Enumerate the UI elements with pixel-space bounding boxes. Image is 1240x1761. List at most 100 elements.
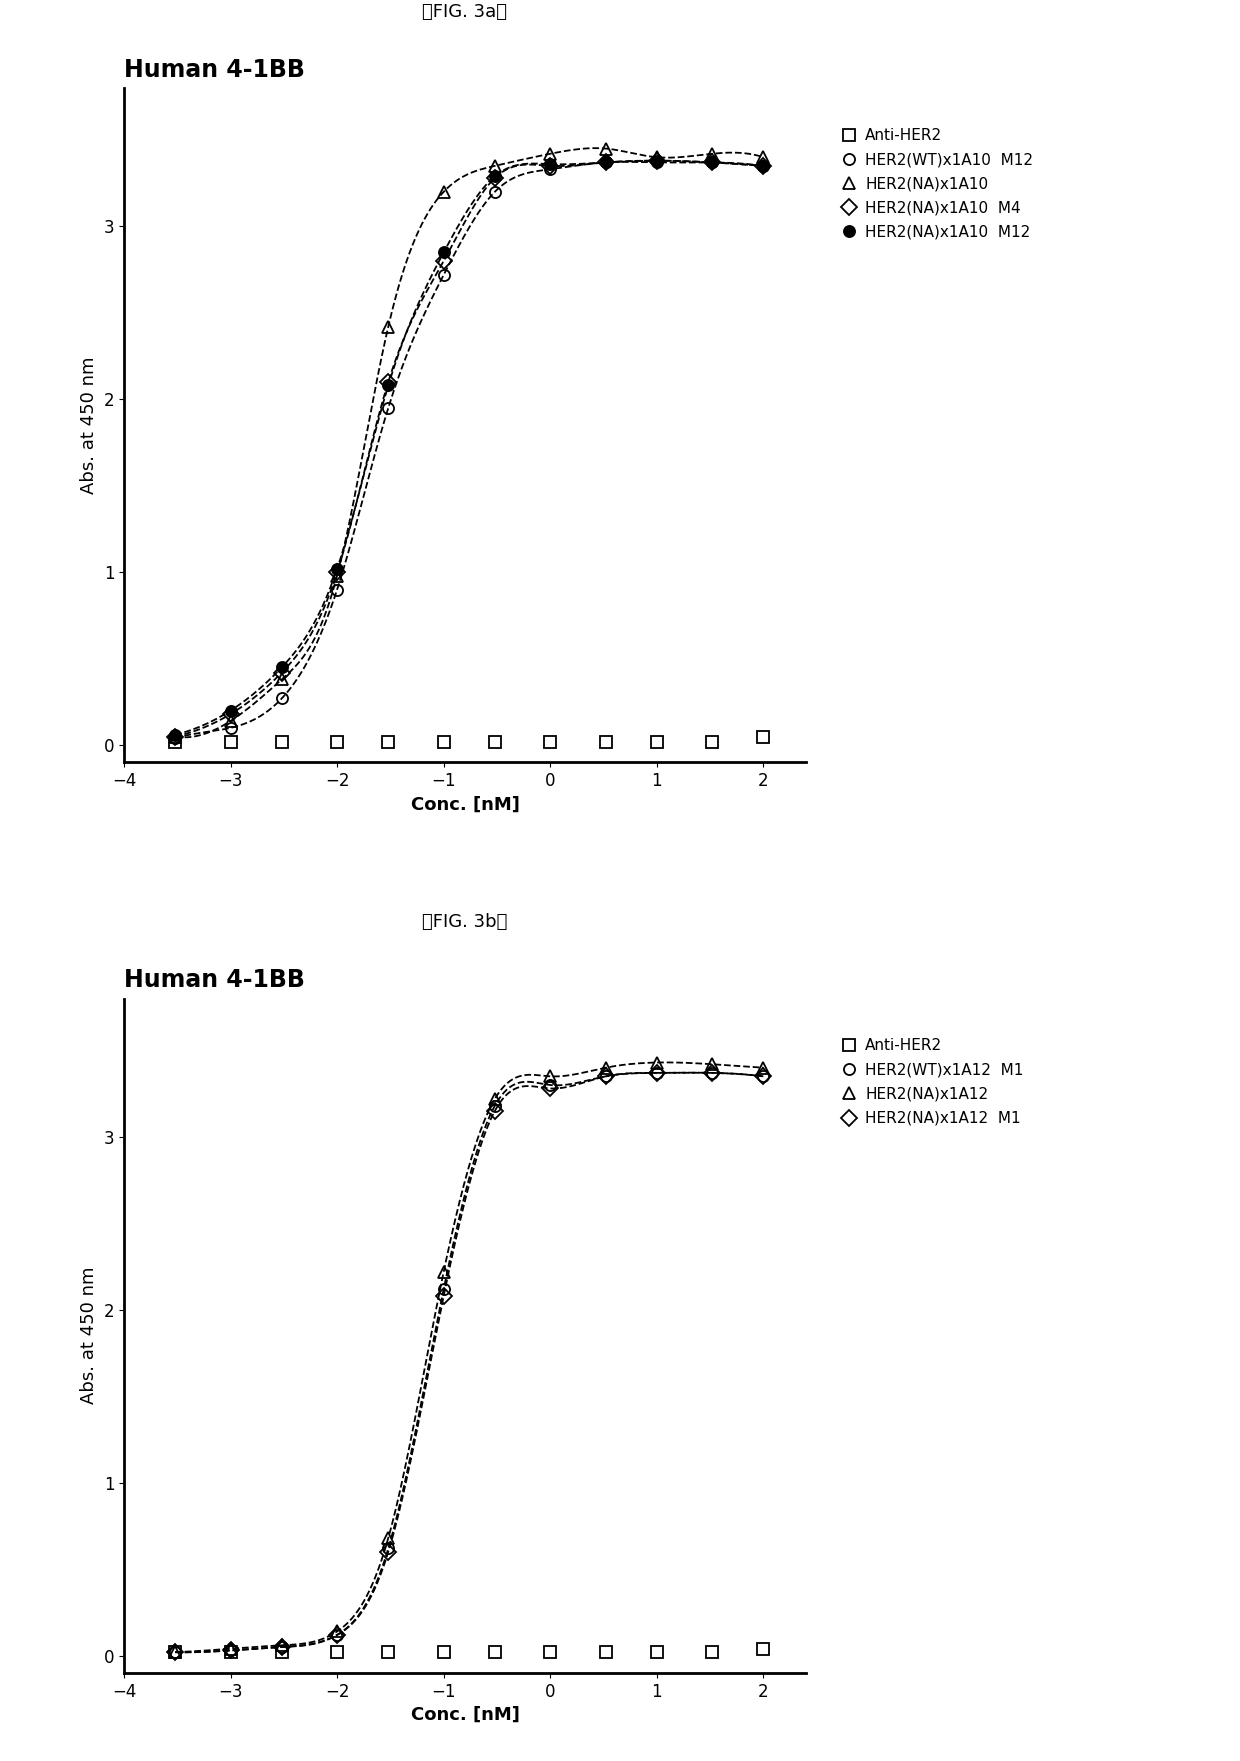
HER2(NA)x1A10 [756, 146, 771, 167]
HER2(NA)x1A10  M4 [436, 250, 451, 271]
Anti-HER2 [223, 1641, 238, 1662]
Anti-HER2 [704, 731, 719, 752]
HER2(NA)x1A12 [381, 1527, 396, 1548]
HER2(WT)x1A12  M1 [381, 1537, 396, 1558]
HER2(WT)x1A12  M1 [543, 1074, 558, 1095]
HER2(NA)x1A12 [543, 1065, 558, 1087]
HER2(NA)x1A12 [487, 1088, 502, 1109]
Anti-HER2 [704, 1641, 719, 1662]
Y-axis label: Abs. at 450 nm: Abs. at 450 nm [81, 356, 98, 495]
Anti-HER2 [223, 731, 238, 752]
Y-axis label: Abs. at 450 nm: Abs. at 450 nm [81, 1266, 98, 1405]
HER2(NA)x1A12  M1 [487, 1101, 502, 1122]
HER2(NA)x1A10  M12 [223, 701, 238, 722]
X-axis label: Conc. [nM]: Conc. [nM] [410, 796, 520, 814]
HER2(WT)x1A10  M12 [223, 717, 238, 738]
Anti-HER2 [381, 1641, 396, 1662]
HER2(NA)x1A12  M1 [650, 1062, 665, 1083]
HER2(WT)x1A10  M12 [381, 398, 396, 419]
Line: HER2(WT)x1A10  M12: HER2(WT)x1A10 M12 [170, 157, 769, 743]
HER2(NA)x1A10  M4 [598, 151, 613, 173]
HER2(NA)x1A12  M1 [436, 1286, 451, 1307]
HER2(NA)x1A10  M4 [223, 703, 238, 724]
HER2(NA)x1A12 [756, 1057, 771, 1078]
HER2(NA)x1A12 [330, 1620, 345, 1641]
X-axis label: Conc. [nM]: Conc. [nM] [410, 1706, 520, 1724]
HER2(NA)x1A10  M4 [381, 372, 396, 393]
HER2(NA)x1A10 [704, 143, 719, 164]
Anti-HER2 [381, 731, 396, 752]
HER2(NA)x1A10  M12 [167, 724, 182, 745]
Anti-HER2 [167, 731, 182, 752]
Anti-HER2 [543, 1641, 558, 1662]
HER2(WT)x1A10  M12 [274, 689, 289, 710]
HER2(NA)x1A12  M1 [274, 1636, 289, 1657]
HER2(NA)x1A10 [650, 146, 665, 167]
HER2(WT)x1A12  M1 [223, 1639, 238, 1661]
Text: Human 4-1BB: Human 4-1BB [124, 969, 305, 993]
HER2(NA)x1A10  M12 [704, 151, 719, 173]
HER2(NA)x1A10  M12 [598, 151, 613, 173]
Anti-HER2 [756, 1638, 771, 1659]
HER2(NA)x1A12  M1 [381, 1541, 396, 1562]
Anti-HER2 [274, 731, 289, 752]
HER2(NA)x1A10  M12 [436, 241, 451, 262]
Line: Anti-HER2: Anti-HER2 [169, 731, 770, 748]
HER2(NA)x1A10 [487, 155, 502, 176]
Anti-HER2 [650, 731, 665, 752]
HER2(NA)x1A12  M1 [167, 1641, 182, 1662]
HER2(NA)x1A12 [650, 1051, 665, 1072]
HER2(WT)x1A10  M12 [436, 264, 451, 285]
Line: HER2(NA)x1A10  M12: HER2(NA)x1A10 M12 [170, 155, 769, 740]
Line: Anti-HER2: Anti-HER2 [169, 1643, 770, 1659]
Legend: Anti-HER2, HER2(WT)x1A12  M1, HER2(NA)x1A12, HER2(NA)x1A12  M1: Anti-HER2, HER2(WT)x1A12 M1, HER2(NA)x1A… [833, 1032, 1030, 1132]
HER2(WT)x1A12  M1 [704, 1062, 719, 1083]
HER2(NA)x1A10  M4 [650, 150, 665, 171]
HER2(WT)x1A10  M12 [756, 155, 771, 176]
HER2(NA)x1A10  M12 [330, 558, 345, 579]
HER2(NA)x1A10  M12 [487, 166, 502, 187]
HER2(WT)x1A12  M1 [330, 1624, 345, 1645]
Anti-HER2 [330, 731, 345, 752]
HER2(NA)x1A10 [543, 143, 558, 164]
HER2(NA)x1A10  M12 [756, 155, 771, 176]
HER2(WT)x1A10  M12 [704, 151, 719, 173]
Line: HER2(NA)x1A10  M4: HER2(NA)x1A10 M4 [170, 155, 769, 741]
HER2(WT)x1A12  M1 [167, 1641, 182, 1662]
Text: 【FIG. 3b】: 【FIG. 3b】 [423, 914, 507, 932]
HER2(NA)x1A10  M4 [704, 151, 719, 173]
HER2(NA)x1A12  M1 [598, 1065, 613, 1087]
HER2(WT)x1A12  M1 [274, 1636, 289, 1657]
Line: HER2(WT)x1A12  M1: HER2(WT)x1A12 M1 [170, 1067, 769, 1657]
Text: Human 4-1BB: Human 4-1BB [124, 58, 305, 83]
HER2(NA)x1A12  M1 [704, 1062, 719, 1083]
HER2(NA)x1A12 [274, 1634, 289, 1655]
Anti-HER2 [487, 1641, 502, 1662]
HER2(WT)x1A10  M12 [487, 181, 502, 203]
HER2(NA)x1A12  M1 [223, 1639, 238, 1661]
Legend: Anti-HER2, HER2(WT)x1A10  M12, HER2(NA)x1A10, HER2(NA)x1A10  M4, HER2(NA)x1A10  : Anti-HER2, HER2(WT)x1A10 M12, HER2(NA)x1… [833, 122, 1039, 247]
Line: HER2(NA)x1A12  M1: HER2(NA)x1A12 M1 [170, 1067, 769, 1657]
HER2(WT)x1A10  M12 [543, 158, 558, 180]
Anti-HER2 [598, 731, 613, 752]
HER2(NA)x1A10 [381, 317, 396, 338]
HER2(WT)x1A12  M1 [756, 1065, 771, 1087]
HER2(WT)x1A12  M1 [598, 1065, 613, 1087]
HER2(NA)x1A10  M12 [650, 150, 665, 171]
Text: 【FIG. 3a】: 【FIG. 3a】 [423, 2, 507, 21]
HER2(NA)x1A10  M12 [381, 375, 396, 396]
HER2(NA)x1A10  M4 [756, 155, 771, 176]
Anti-HER2 [274, 1641, 289, 1662]
HER2(NA)x1A10  M4 [167, 726, 182, 747]
HER2(NA)x1A10 [598, 137, 613, 158]
HER2(NA)x1A10  M4 [330, 562, 345, 583]
HER2(NA)x1A12 [436, 1261, 451, 1282]
Anti-HER2 [543, 731, 558, 752]
HER2(WT)x1A10  M12 [330, 579, 345, 601]
HER2(WT)x1A10  M12 [650, 151, 665, 173]
Line: HER2(NA)x1A10: HER2(NA)x1A10 [170, 143, 769, 741]
Anti-HER2 [598, 1641, 613, 1662]
Anti-HER2 [650, 1641, 665, 1662]
HER2(WT)x1A12  M1 [436, 1278, 451, 1300]
HER2(WT)x1A12  M1 [650, 1062, 665, 1083]
